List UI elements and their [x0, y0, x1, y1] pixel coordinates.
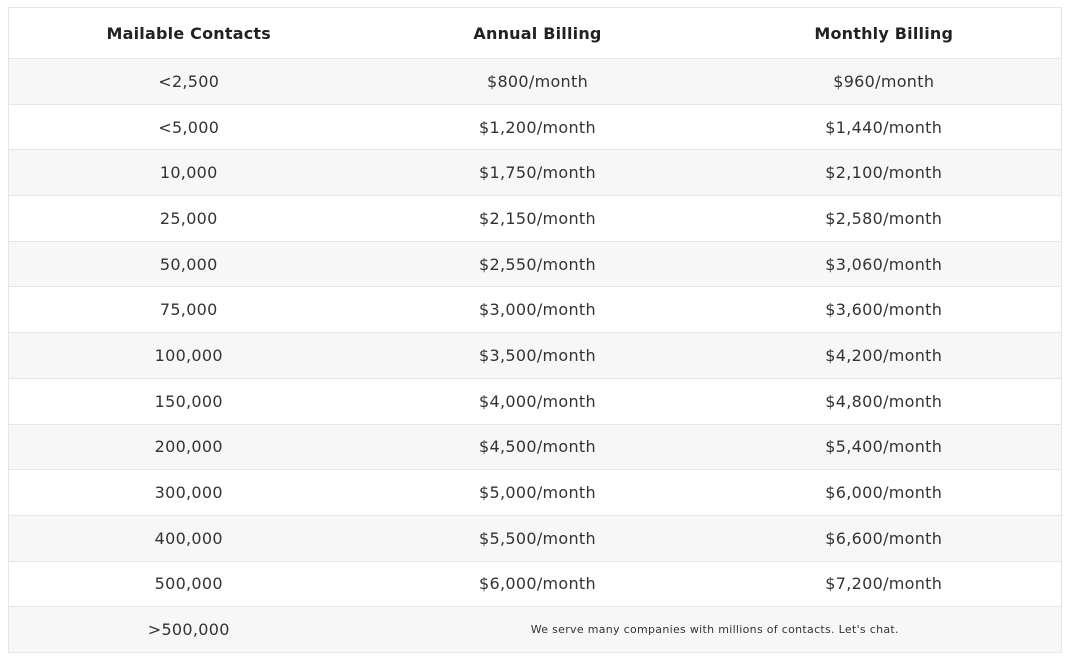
table-cell: $1,440/month — [706, 103, 1062, 150]
table-cell: 50,000 — [8, 240, 369, 287]
table-cell: $4,200/month — [706, 332, 1062, 379]
table-cell: $1,750/month — [368, 149, 707, 196]
table-row: <5,000 $1,200/month $1,440/month — [8, 103, 1062, 150]
table-cell: <5,000 — [8, 103, 369, 150]
table-cell: <2,500 — [8, 58, 369, 105]
table-row: 10,000 $1,750/month $2,100/month — [8, 149, 1062, 196]
table-row: 25,000 $2,150/month $2,580/month — [8, 195, 1062, 242]
table-cell: 300,000 — [8, 469, 369, 516]
table-cell: 25,000 — [8, 195, 369, 242]
table-cell: $6,600/month — [706, 514, 1062, 562]
table-cell: 200,000 — [8, 423, 369, 470]
table-row: 400,000 $5,500/month $6,600/month — [8, 514, 1062, 562]
table-cell: $5,000/month — [368, 469, 707, 516]
column-header: Mailable Contacts — [8, 7, 369, 59]
table-cell: $6,000/month — [368, 560, 707, 607]
table-cell: $800/month — [368, 58, 707, 105]
table-cell: 10,000 — [8, 149, 369, 196]
table-row: 50,000 $2,550/month $3,060/month — [8, 240, 1062, 287]
table-row: <2,500 $800/month $960/month — [8, 58, 1062, 105]
table-row: 300,000 $5,000/month $6,000/month — [8, 469, 1062, 516]
note-cell: We serve many companies with millions of… — [368, 606, 1062, 653]
table-row: 500,000 $6,000/month $7,200/month — [8, 560, 1062, 607]
pricing-table: Mailable Contacts Annual Billing Monthly B… — [8, 7, 1062, 653]
table-cell: $960/month — [706, 58, 1062, 105]
table-cell: $4,500/month — [368, 423, 707, 470]
table-cell: $6,000/month — [706, 469, 1062, 516]
table-cell: 75,000 — [8, 286, 369, 333]
table-header: Mailable Contacts Annual Billing Monthly B… — [8, 7, 1062, 59]
table-cell: $2,150/month — [368, 195, 707, 242]
column-header: Monthly Billing — [706, 7, 1062, 59]
table-row: 75,000 $3,000/month $3,600/month — [8, 286, 1062, 333]
table-cell: >500,000 — [8, 606, 369, 653]
table-cell: $2,100/month — [706, 149, 1062, 196]
table-row: 200,000 $4,500/month $5,400/month — [8, 423, 1062, 470]
table-cell: 100,000 — [8, 332, 369, 379]
table-cell: $1,200/month — [368, 103, 707, 150]
table-cell: $5,400/month — [706, 423, 1062, 470]
table-cell: $3,500/month — [368, 332, 707, 379]
table-cell: $2,580/month — [706, 195, 1062, 242]
table-row: 150,000 $4,000/month $4,800/month — [8, 377, 1062, 424]
table-row: >500,000 We serve many companies with mil… — [8, 606, 1062, 653]
table-cell: $3,000/month — [368, 286, 707, 333]
table-body: <2,500 $800/month $960/month <5,000 $1,200/m… — [8, 58, 1062, 653]
header-row: Mailable Contacts Annual Billing Monthly B… — [8, 7, 1062, 59]
table-cell: $7,200/month — [706, 560, 1062, 607]
table-cell: $5,500/month — [368, 514, 707, 562]
table-cell: $4,800/month — [706, 377, 1062, 424]
table-cell: 400,000 — [8, 514, 369, 562]
table-cell: $4,000/month — [368, 377, 707, 424]
table-row: 100,000 $3,500/month $4,200/month — [8, 332, 1062, 379]
table-cell: $3,600/month — [706, 286, 1062, 333]
table-cell: $3,060/month — [706, 240, 1062, 287]
table-cell: 150,000 — [8, 377, 369, 424]
table-cell: $2,550/month — [368, 240, 707, 287]
table-cell: 500,000 — [8, 560, 369, 607]
column-header: Annual Billing — [368, 7, 707, 59]
